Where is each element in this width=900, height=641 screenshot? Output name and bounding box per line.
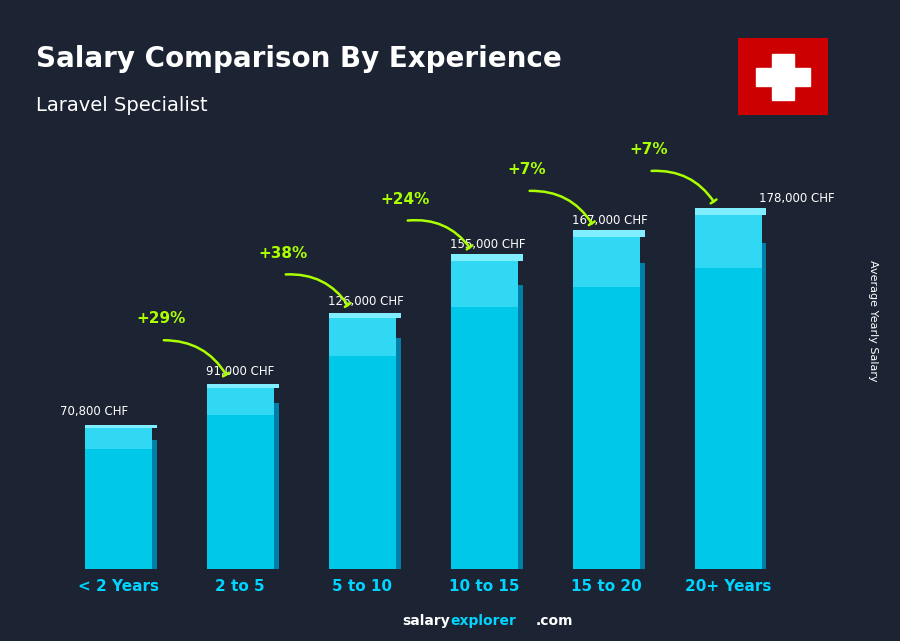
Bar — [328, 319, 396, 569]
Bar — [695, 215, 761, 268]
Bar — [85, 428, 152, 449]
Text: 126,000 CHF: 126,000 CHF — [328, 296, 404, 308]
Text: Salary Comparison By Experience: Salary Comparison By Experience — [36, 45, 562, 73]
Text: +38%: +38% — [258, 246, 308, 261]
Text: 155,000 CHF: 155,000 CHF — [450, 238, 526, 251]
Bar — [572, 237, 640, 287]
Bar — [451, 261, 518, 569]
Text: +29%: +29% — [136, 312, 185, 326]
Text: Laravel Specialist: Laravel Specialist — [36, 96, 208, 115]
Bar — [756, 68, 810, 86]
Bar — [772, 54, 794, 100]
Bar — [451, 261, 518, 307]
Bar — [85, 426, 157, 428]
Text: +24%: +24% — [380, 192, 429, 207]
Text: .com: .com — [536, 614, 573, 628]
Bar — [396, 338, 400, 569]
Text: 70,800 CHF: 70,800 CHF — [59, 405, 128, 419]
Text: explorer: explorer — [450, 614, 516, 628]
Bar — [207, 388, 274, 569]
Text: +7%: +7% — [629, 142, 668, 157]
Bar — [207, 385, 279, 388]
Text: 167,000 CHF: 167,000 CHF — [572, 214, 648, 227]
Bar — [695, 208, 767, 215]
Bar — [451, 254, 523, 261]
Bar — [518, 285, 523, 569]
Bar — [695, 215, 761, 569]
Bar — [207, 388, 274, 415]
Bar — [328, 319, 396, 356]
Text: 178,000 CHF: 178,000 CHF — [759, 192, 834, 205]
Bar — [328, 313, 400, 319]
Bar — [640, 263, 644, 569]
Text: Average Yearly Salary: Average Yearly Salary — [868, 260, 878, 381]
Bar — [152, 440, 157, 569]
Bar — [761, 243, 767, 569]
Bar — [572, 237, 640, 569]
Text: +7%: +7% — [508, 162, 546, 177]
Text: salary: salary — [402, 614, 450, 628]
Bar — [274, 403, 279, 569]
Bar — [572, 230, 644, 237]
Bar — [85, 428, 152, 569]
Text: 91,000 CHF: 91,000 CHF — [206, 365, 274, 378]
